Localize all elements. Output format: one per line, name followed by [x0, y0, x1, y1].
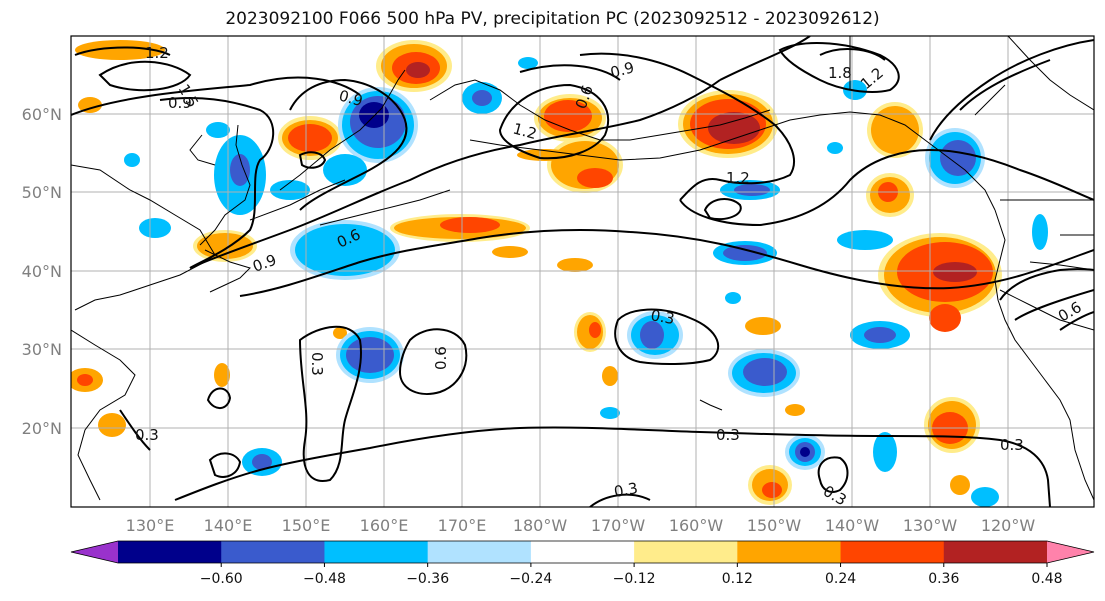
coastlines — [71, 36, 1094, 501]
positive-anomaly-patch — [71, 40, 970, 505]
negative-anomaly-patch — [925, 128, 985, 188]
longitude-label: 130°E — [126, 516, 175, 535]
contour-label: 0.3 — [1000, 436, 1024, 454]
latitude-axis: 60°N 50°N 40°N 30°N 20°N — [22, 105, 62, 438]
latitude-label: 30°N — [22, 340, 62, 359]
longitude-label: 160°E — [360, 516, 409, 535]
contour-label: 0.3 — [649, 306, 676, 328]
negative-anomaly-patch — [728, 349, 800, 397]
contour-label: 1.2 — [726, 169, 750, 187]
positive-anomaly-patch — [376, 40, 452, 92]
positive-anomaly-patch — [924, 397, 980, 453]
latitude-label: 20°N — [22, 419, 62, 438]
contour-label: 0.3 — [308, 352, 326, 376]
colorbar-segment — [634, 541, 738, 563]
longitude-label: 140°W — [825, 516, 880, 535]
contour-label: 1.8 — [828, 64, 852, 82]
longitude-label: 170°E — [438, 516, 487, 535]
colorbar-tick-label: −0.24 — [509, 571, 552, 587]
longitude-label: 140°E — [204, 516, 253, 535]
contour-label: 0.3 — [716, 426, 740, 444]
colorbar-segment — [530, 541, 635, 563]
colorbar-segment — [324, 541, 429, 563]
negative-anomaly-patch — [785, 434, 825, 470]
colorbar-outline — [70, 540, 1095, 564]
contour-label: 0.9 — [168, 94, 192, 112]
graticule — [71, 36, 1094, 507]
colorbar-segment — [943, 541, 1048, 563]
longitude-label: 170°W — [591, 516, 646, 535]
colorbar-tick-label: 0.12 — [722, 571, 753, 587]
contour-label: 0.3 — [613, 479, 640, 501]
longitude-label: 180°W — [513, 516, 568, 535]
positive-anomaly-patch — [278, 116, 342, 160]
longitude-axis: 130°E 140°E 150°E 160°E 170°E 180°W 170°… — [126, 516, 1036, 535]
colorbar-tick-label: −0.48 — [303, 571, 346, 587]
colorbar-tick-label: −0.60 — [200, 571, 243, 587]
precip-shading — [71, 40, 1048, 507]
colorbar-segment — [221, 541, 325, 563]
colorbar-segment — [427, 541, 532, 563]
map-title: 2023092100 F066 500 hPa PV, precipitatio… — [225, 9, 880, 29]
latitude-label: 40°N — [22, 262, 62, 281]
longitude-label: 150°E — [282, 516, 331, 535]
pv-contours — [71, 36, 1094, 507]
contour-label: 0.9 — [608, 58, 636, 82]
contour-label: 0.9 — [337, 86, 365, 110]
latitude-label: 50°N — [22, 183, 62, 202]
contour-label: 1.2 — [511, 119, 539, 143]
negative-anomaly-patch — [336, 327, 404, 383]
longitude-label: 130°W — [903, 516, 958, 535]
positive-anomaly-patch — [866, 102, 923, 217]
map-frame — [70, 35, 1095, 508]
colorbar-extend-max — [1047, 541, 1094, 563]
negative-anomaly-patch — [627, 311, 683, 359]
longitude-label: 150°W — [747, 516, 802, 535]
contour-label: 0.6 — [432, 346, 450, 370]
colorbar-extend-min — [71, 541, 118, 563]
colorbar-tick-label: 0.48 — [1031, 571, 1062, 587]
colorbar-tick-label: −0.12 — [613, 571, 656, 587]
colorbar-tick-label: 0.24 — [825, 571, 856, 587]
contour-label: 1.2 — [145, 44, 169, 62]
positive-anomaly-patch — [678, 90, 778, 158]
contour-label: 0.3 — [135, 426, 159, 444]
negative-anomaly-patch — [290, 220, 400, 280]
positive-anomaly-patch — [390, 214, 530, 258]
colorbar-tick-label: 0.36 — [928, 571, 959, 587]
colorbar-segment — [737, 541, 842, 563]
colorbar-tick-label: −0.36 — [406, 571, 449, 587]
latitude-label: 60°N — [22, 105, 62, 124]
colorbar-segment — [118, 541, 222, 563]
colorbar-segment — [840, 541, 945, 563]
longitude-label: 160°W — [669, 516, 724, 535]
longitude-label: 120°W — [981, 516, 1036, 535]
colorbar: −0.60 −0.48 −0.36 −0.24 −0.12 0.12 0.24 0.36 0.4… — [70, 540, 1095, 587]
negative-anomaly-patch — [124, 57, 1048, 507]
